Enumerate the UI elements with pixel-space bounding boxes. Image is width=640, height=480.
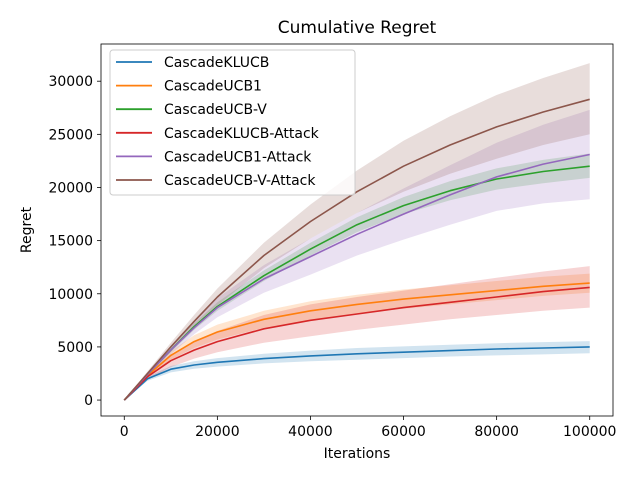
- x-tick-label: 0: [120, 424, 129, 440]
- legend-label-4: CascadeUCB1-Attack: [164, 149, 312, 165]
- y-tick-label: 0: [84, 393, 93, 409]
- y-tick-label: 5000: [57, 340, 93, 356]
- y-axis: 0 5000 10000 15000 20000 25000 30000: [48, 74, 101, 409]
- y-tick-label: 25000: [48, 127, 93, 143]
- legend-label-0: CascadeKLUCB: [164, 55, 269, 71]
- x-tick-label: 60000: [381, 424, 426, 440]
- series-line-4: [123, 153, 590, 401]
- legend-label-5: CascadeUCB-V-Attack: [164, 173, 316, 189]
- confidence-band-4: [124, 109, 590, 401]
- confidence-band-0: [124, 341, 590, 401]
- series-lines: [123, 98, 590, 401]
- x-axis-label: Iterations: [324, 446, 391, 462]
- series-line-5: [123, 98, 590, 401]
- y-tick-label: 10000: [48, 287, 93, 303]
- x-tick-label: 100000: [563, 424, 616, 440]
- legend-label-3: CascadeKLUCB-Attack: [164, 126, 320, 142]
- confidence-band-2: [124, 153, 590, 401]
- confidence-band-5: [124, 63, 590, 401]
- legend-label-2: CascadeUCB-V: [164, 102, 267, 118]
- y-tick-label: 20000: [48, 180, 93, 196]
- series-line-1: [123, 282, 590, 401]
- legend-box: [109, 49, 356, 196]
- legend-label-1: CascadeUCB1: [164, 79, 262, 95]
- y-axis-label: Regret: [19, 206, 35, 253]
- plot-frame: [100, 43, 614, 417]
- chart-title: Cumulative Regret: [278, 18, 437, 38]
- series-line-3: [123, 286, 590, 401]
- x-tick-label: 20000: [195, 424, 240, 440]
- x-tick-label: 80000: [474, 424, 519, 440]
- y-tick-label: 15000: [48, 234, 93, 250]
- x-axis: 0 20000 40000 60000 80000 100000: [120, 416, 616, 440]
- legend: CascadeKLUCB CascadeUCB1 CascadeUCB-V Casca…: [109, 49, 356, 196]
- x-tick-label: 40000: [288, 424, 333, 440]
- y-tick-label: 30000: [48, 74, 93, 90]
- series-line-0: [123, 346, 590, 401]
